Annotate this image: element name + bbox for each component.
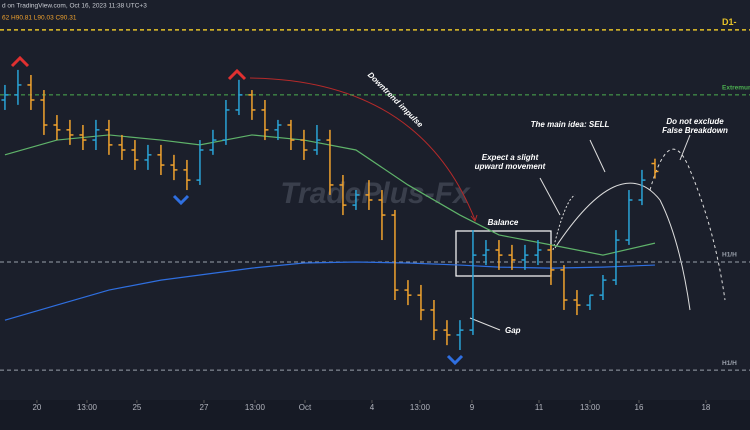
header-ohlc: 62 H90.81 L90.03 C90.31 (2, 15, 77, 22)
bottom-marker (446, 354, 464, 366)
x-tick-label: 18 (701, 403, 710, 412)
pointer (679, 134, 691, 161)
level-label: D1- (722, 17, 737, 27)
impulse-arrowhead (470, 214, 478, 223)
annotation: The main idea: SELL (531, 120, 610, 129)
top-marker (10, 55, 30, 68)
annotation: Do not exclude (666, 117, 724, 126)
top-marker (227, 68, 247, 81)
level-label: H1/H (722, 252, 737, 259)
plot-background (0, 0, 750, 400)
x-tick-label: 4 (370, 403, 375, 412)
x-tick-label: 13:00 (245, 403, 266, 412)
annotation: False Breakdown (662, 126, 728, 135)
watermark: TradePlus-Fx (280, 177, 471, 210)
x-tick-label: 13:00 (77, 403, 98, 412)
pointer (469, 317, 501, 331)
x-tick-label: 16 (635, 403, 644, 412)
upward-dashed (552, 194, 576, 251)
x-tick-label: 25 (132, 403, 141, 412)
pointer (589, 139, 606, 173)
bottom-marker (172, 194, 190, 206)
level-label: H1/H (722, 360, 737, 367)
x-tick-label: 27 (200, 403, 209, 412)
pointer (539, 177, 561, 216)
header-source: d on TradingView.com, Oct 16, 2023 11:38… (2, 3, 147, 10)
x-tick-label: Oct (299, 403, 312, 412)
sell-curve (554, 182, 691, 311)
x-tick-label: 20 (32, 403, 41, 412)
impulse-curve (249, 77, 476, 221)
annotation: upward movement (475, 162, 546, 171)
moving-average (4, 261, 655, 321)
level-label: Extremum (722, 85, 750, 92)
x-tick-label: 13:00 (410, 403, 431, 412)
x-tick-label: 13:00 (580, 403, 601, 412)
decorations (10, 55, 726, 366)
axis-strip (0, 400, 750, 430)
annotation: Balance (488, 218, 519, 227)
annotation: Expect a slight (482, 153, 539, 162)
x-tick-label: 11 (535, 403, 544, 412)
annotation: Gap (505, 326, 521, 335)
x-tick-label: 9 (470, 403, 475, 412)
